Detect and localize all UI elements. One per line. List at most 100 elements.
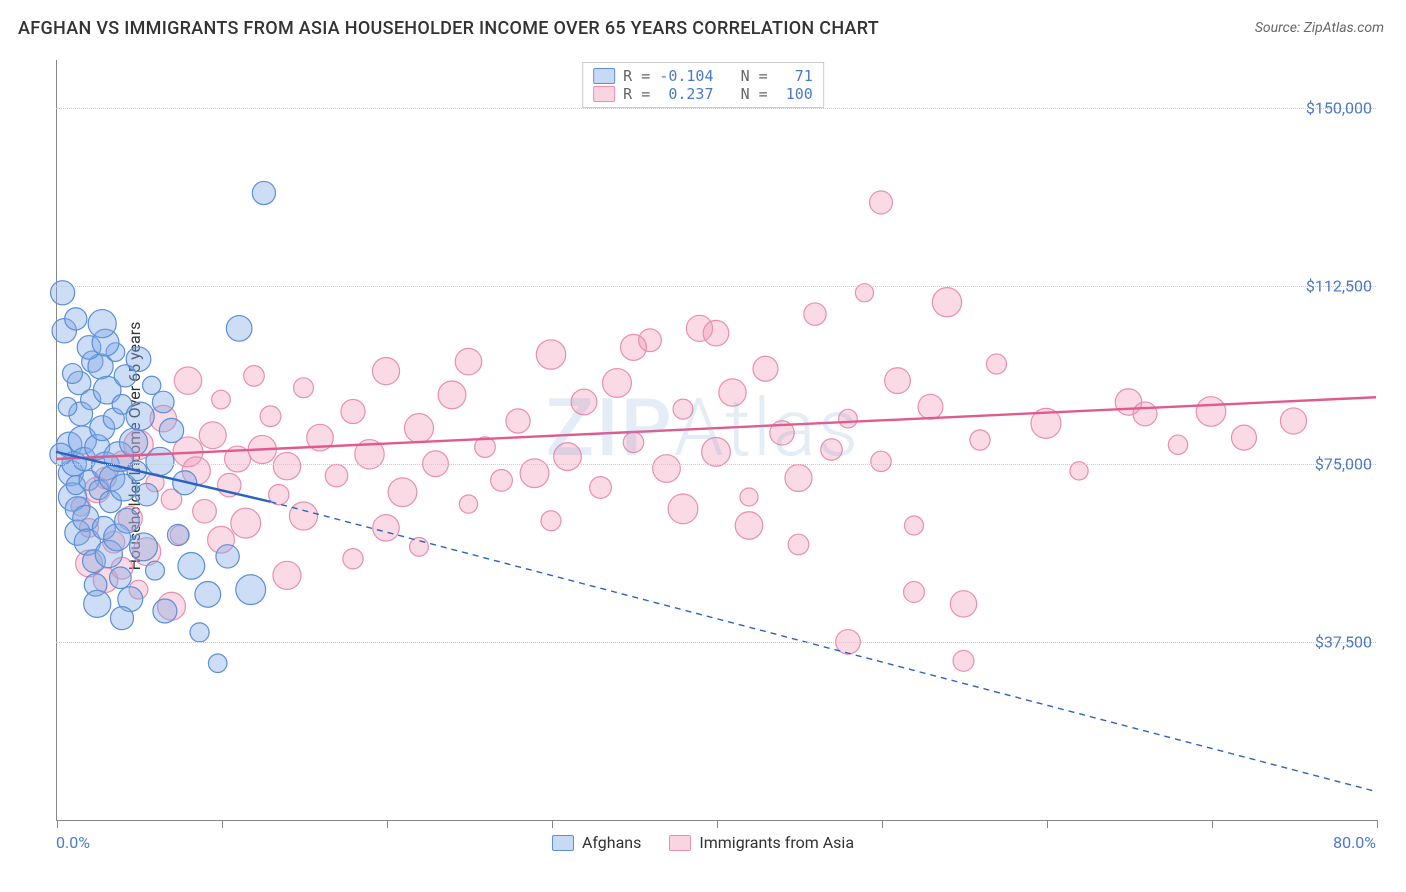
swatch-pink-icon	[593, 86, 615, 102]
data-point	[130, 533, 158, 561]
swatch-blue-icon	[593, 68, 615, 84]
data-point	[58, 397, 77, 416]
data-point	[208, 654, 227, 673]
data-point	[405, 414, 434, 443]
data-point	[135, 483, 158, 506]
data-point	[88, 310, 116, 338]
data-point	[506, 409, 530, 433]
data-point	[126, 347, 151, 372]
source-attribution: Source: ZipAtlas.com	[1255, 20, 1384, 36]
data-point	[231, 508, 261, 538]
data-point	[195, 582, 221, 608]
data-point	[438, 381, 466, 409]
data-point	[703, 320, 729, 346]
x-tick	[882, 820, 883, 828]
data-point	[373, 515, 399, 541]
data-point	[1232, 425, 1257, 450]
legend-row-afghans: R = -0.104 N = 71	[593, 67, 813, 85]
data-point	[871, 451, 891, 471]
data-point	[410, 538, 429, 557]
swatch-pink-icon	[669, 835, 691, 851]
r-value-afghans: -0.104	[659, 67, 713, 85]
data-point	[673, 399, 693, 419]
data-point	[388, 478, 417, 507]
data-point	[146, 447, 174, 475]
data-point	[735, 512, 763, 540]
data-point	[193, 499, 217, 523]
legend-item-afghans: Afghans	[552, 833, 641, 852]
x-tick	[1377, 820, 1378, 828]
data-point	[236, 575, 266, 605]
legend-correlation: R = -0.104 N = 71 R = 0.237 N = 100	[582, 62, 824, 108]
data-point	[226, 316, 252, 342]
gridline	[56, 642, 1376, 643]
data-point	[343, 549, 363, 569]
y-tick-label: $112,500	[1306, 276, 1372, 295]
chart-container: AFGHAN VS IMMIGRANTS FROM ASIA HOUSEHOLD…	[0, 0, 1406, 892]
data-point	[541, 511, 561, 531]
data-point	[459, 495, 477, 513]
data-point	[146, 561, 165, 580]
data-point	[190, 623, 209, 642]
data-point	[273, 561, 301, 589]
data-point	[294, 378, 314, 398]
data-point	[110, 607, 133, 630]
data-point	[178, 552, 205, 579]
data-point	[788, 534, 809, 555]
data-point	[491, 470, 513, 492]
data-point	[904, 516, 923, 535]
data-point	[932, 288, 961, 317]
data-point	[702, 437, 731, 466]
data-point	[65, 308, 87, 330]
data-point	[126, 402, 154, 430]
data-point	[753, 356, 778, 381]
gridline	[56, 286, 1376, 287]
legend-label-asia: Immigrants from Asia	[699, 833, 854, 852]
data-point	[212, 390, 231, 409]
data-point	[986, 354, 1006, 374]
data-point	[1133, 402, 1157, 426]
x-tick	[552, 820, 553, 828]
data-point	[159, 418, 183, 442]
x-tick	[1047, 820, 1048, 828]
chart-svg	[56, 60, 1376, 820]
data-point	[571, 389, 597, 415]
data-point	[252, 181, 275, 204]
swatch-blue-icon	[552, 835, 574, 851]
data-point	[621, 334, 647, 360]
data-point	[51, 281, 75, 305]
data-point	[950, 591, 976, 617]
regression-line	[271, 502, 1377, 792]
data-point	[603, 369, 632, 398]
x-tick	[57, 820, 58, 828]
data-point	[341, 399, 365, 423]
data-point	[174, 367, 201, 394]
legend-item-asia: Immigrants from Asia	[669, 833, 854, 852]
x-tick	[222, 820, 223, 828]
data-point	[623, 432, 643, 452]
data-point	[115, 508, 140, 533]
data-point	[455, 348, 482, 375]
r-value-asia: 0.237	[659, 85, 713, 103]
data-point	[953, 650, 974, 671]
data-point	[821, 439, 843, 461]
y-tick-label: $37,500	[1315, 632, 1372, 651]
y-tick-label: $150,000	[1306, 98, 1372, 117]
x-tick	[387, 820, 388, 828]
x-tick	[1212, 820, 1213, 828]
data-point	[970, 430, 990, 450]
data-point	[167, 524, 188, 545]
data-point	[918, 394, 943, 419]
data-point	[668, 494, 698, 524]
data-point	[119, 428, 147, 456]
data-point	[325, 464, 347, 486]
x-axis-min-label: 0.0%	[56, 833, 90, 852]
data-point	[1168, 435, 1187, 454]
data-point	[273, 452, 300, 479]
chart-title: AFGHAN VS IMMIGRANTS FROM ASIA HOUSEHOLD…	[18, 18, 879, 39]
data-point	[84, 590, 111, 617]
data-point	[719, 379, 746, 406]
data-point	[870, 191, 893, 214]
data-point	[143, 376, 161, 394]
data-point	[554, 443, 582, 471]
